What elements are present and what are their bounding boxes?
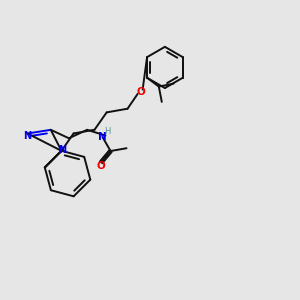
Text: N: N	[58, 145, 66, 154]
Text: O: O	[97, 161, 106, 171]
Text: H: H	[105, 127, 111, 136]
Text: N: N	[23, 131, 32, 141]
Text: N: N	[98, 132, 107, 142]
Text: O: O	[137, 88, 146, 98]
